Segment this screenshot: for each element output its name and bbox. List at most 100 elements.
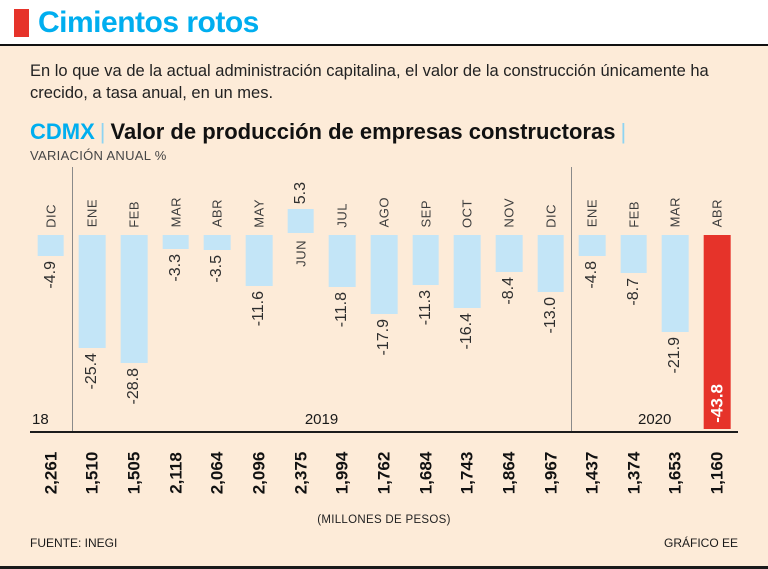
bar bbox=[328, 234, 356, 288]
production-cell: 1,762 bbox=[363, 433, 405, 513]
production-cell: 1,510 bbox=[72, 433, 114, 513]
chart-column: ABR -43.8 bbox=[696, 167, 738, 431]
bar bbox=[79, 234, 106, 348]
value-label: -11.8 bbox=[333, 292, 351, 328]
production-cell: 1,994 bbox=[321, 433, 363, 513]
value-label: -3.5 bbox=[208, 255, 226, 283]
bar bbox=[204, 234, 231, 251]
value-label: -8.4 bbox=[499, 276, 517, 305]
value-label: -8.7 bbox=[624, 278, 642, 306]
production-cell: 1,684 bbox=[405, 433, 447, 513]
value-label: 5.3 bbox=[291, 181, 309, 204]
value-label: -13.0 bbox=[541, 297, 559, 334]
value-label: -4.8 bbox=[583, 260, 601, 289]
month-label: NOV bbox=[501, 197, 517, 228]
chart-column: OCT -16.4 bbox=[446, 167, 488, 431]
production-cell: 1,743 bbox=[446, 433, 488, 513]
header-band: Cimientos rotos bbox=[0, 0, 768, 46]
production-cell: 1,374 bbox=[613, 433, 655, 513]
month-label: FEB bbox=[126, 200, 142, 228]
production-cell: 2,118 bbox=[155, 433, 197, 513]
month-label: MAR bbox=[667, 197, 683, 228]
bar bbox=[495, 234, 523, 272]
month-label: MAY bbox=[251, 198, 267, 228]
separator-pipe: | bbox=[620, 118, 627, 144]
month-label: ENE bbox=[584, 199, 600, 228]
production-value: 1,437 bbox=[582, 451, 602, 494]
y-axis-label: VARIACIÓN ANUAL % bbox=[30, 147, 167, 163]
chart-column: FEB -8.7 bbox=[613, 167, 655, 431]
bar bbox=[537, 234, 564, 293]
chart-column: MAY -11.6 bbox=[238, 167, 280, 431]
bar bbox=[287, 208, 314, 233]
bar-chart: DIC -4.9 ENE -25.4 FEB -28.8 MAR -3.3 ABR -3.5 MAY… bbox=[30, 166, 738, 433]
chart-column: FEB -28.8 bbox=[113, 167, 155, 431]
value-label: -11.6 bbox=[250, 291, 268, 327]
value-label: -25.4 bbox=[83, 352, 101, 389]
production-value: 1,510 bbox=[82, 451, 102, 494]
year-label: 18 bbox=[32, 410, 49, 428]
month-label: MAR bbox=[168, 197, 184, 228]
chart-column: ABR -3.5 bbox=[197, 167, 239, 431]
production-cell: 1,505 bbox=[113, 433, 155, 513]
production-value: 2,118 bbox=[166, 451, 186, 494]
chart-column: DIC -4.9 bbox=[30, 167, 72, 431]
month-label: FEB bbox=[626, 200, 642, 228]
production-value: 1,505 bbox=[124, 451, 144, 494]
content: En lo que va de la actual administración… bbox=[0, 46, 768, 550]
production-value: 2,064 bbox=[207, 451, 227, 494]
month-label: SEP bbox=[418, 200, 434, 228]
bar bbox=[453, 234, 481, 308]
production-cell: 2,064 bbox=[197, 433, 239, 513]
month-label: OCT bbox=[459, 198, 475, 228]
chart-column: NOV -8.4 bbox=[488, 167, 530, 431]
value-label: -11.3 bbox=[416, 289, 434, 326]
month-label: DIC bbox=[543, 203, 558, 228]
bar bbox=[620, 234, 648, 274]
value-label: -17.9 bbox=[374, 319, 392, 356]
chart-column: JUL -11.8 bbox=[321, 167, 363, 431]
bar bbox=[578, 234, 606, 256]
month-label: ABR bbox=[709, 199, 725, 228]
chart-column: AGO -17.9 bbox=[363, 167, 405, 431]
production-cell: 1,967 bbox=[530, 433, 572, 513]
bar bbox=[162, 234, 190, 250]
production-unit-label: (MILLONES DE PESOS) bbox=[317, 513, 451, 526]
production-cell: 2,261 bbox=[30, 433, 72, 513]
year-divider bbox=[571, 166, 573, 431]
production-value: 1,653 bbox=[665, 451, 685, 494]
month-label: JUL bbox=[334, 202, 350, 228]
production-value: 1,864 bbox=[499, 451, 519, 494]
credit-label: GRÁFICO EE bbox=[663, 535, 738, 550]
year-label: 2020 bbox=[638, 410, 672, 428]
bar bbox=[370, 234, 398, 315]
highlight-bar bbox=[703, 234, 731, 430]
value-label: -21.9 bbox=[666, 337, 684, 374]
bar bbox=[120, 234, 148, 363]
description-text: En lo que va de la actual administración… bbox=[30, 62, 709, 103]
year-label: 2019 bbox=[304, 410, 339, 428]
production-cell: 2,375 bbox=[280, 433, 322, 513]
bar bbox=[412, 234, 439, 285]
month-label: ABR bbox=[209, 199, 225, 228]
value-label: -3.3 bbox=[166, 254, 184, 282]
value-label: -16.4 bbox=[458, 312, 476, 349]
chart-column: MAR -21.9 bbox=[655, 167, 697, 431]
production-cell: 1,437 bbox=[571, 433, 613, 513]
production-cell: 2,096 bbox=[238, 433, 280, 513]
source-label: FUENTE: INEGI bbox=[30, 535, 118, 550]
production-value: 1,684 bbox=[416, 451, 436, 494]
chart-column: MAR -3.3 bbox=[155, 167, 197, 431]
production-value: 1,994 bbox=[332, 451, 352, 494]
bar bbox=[37, 234, 65, 257]
month-label: AGO bbox=[376, 197, 392, 228]
production-value: 2,375 bbox=[291, 451, 311, 494]
production-cell: 1,653 bbox=[655, 433, 697, 513]
month-label: ENE bbox=[84, 199, 100, 228]
year-divider bbox=[71, 166, 73, 431]
production-value: 1,967 bbox=[541, 451, 560, 494]
month-label: JUN bbox=[293, 239, 309, 267]
chart-column: DIC -13.0 bbox=[530, 167, 572, 431]
production-value: 1,160 bbox=[707, 451, 727, 494]
production-value: 2,261 bbox=[41, 451, 61, 494]
